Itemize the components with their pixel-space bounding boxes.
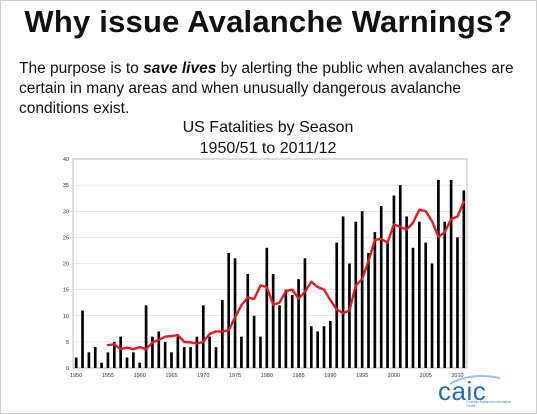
fatality-bar	[297, 279, 300, 368]
fatality-bar	[449, 179, 453, 368]
fatality-bar	[119, 336, 122, 368]
fatality-bar	[93, 347, 97, 368]
y-tick-label: 30	[63, 209, 69, 215]
y-tick-label: 15	[63, 288, 69, 294]
x-tick-label: 1950	[70, 373, 82, 379]
fatality-bar	[284, 289, 288, 368]
x-tick-label: 2000	[388, 373, 400, 379]
fatality-bar	[386, 242, 389, 368]
slide-title: Why issue Avalanche Warnings?	[24, 4, 513, 39]
y-tick-label: 25	[63, 235, 69, 241]
fatality-bar	[138, 362, 142, 368]
fatality-bar	[456, 237, 459, 368]
fatality-bar	[221, 300, 224, 368]
fatality-bar	[125, 357, 129, 368]
fatality-bar	[379, 206, 383, 368]
x-tick-label: 1970	[197, 373, 209, 379]
fatality-bar	[309, 326, 313, 368]
x-tick-label: 1975	[229, 373, 241, 379]
fatality-bar	[195, 336, 199, 368]
chart-title-block: US Fatalities by Season 1950/51 to 2011/…	[150, 117, 386, 159]
fatality-bar	[214, 347, 218, 368]
fatality-bar	[240, 336, 243, 368]
fatality-bar	[132, 352, 135, 368]
fatality-bar	[112, 341, 116, 368]
x-tick-label: 2010	[451, 373, 463, 379]
fatality-bar	[100, 362, 103, 368]
fatality-bar	[233, 258, 237, 368]
fatality-bar	[163, 341, 167, 368]
fatality-bar	[443, 221, 447, 368]
intro-text-start: The purpose is to	[19, 60, 144, 77]
y-tick-label: 20	[63, 262, 69, 268]
fatality-bar	[335, 242, 339, 368]
y-tick-label: 0	[66, 366, 69, 372]
x-tick-label: 1955	[102, 373, 114, 379]
fatality-bar	[398, 185, 402, 368]
x-tick-label: 1980	[261, 373, 273, 379]
fatality-bar	[170, 352, 173, 368]
plot-border	[72, 158, 468, 369]
fatality-bar	[151, 336, 154, 368]
fatality-bar	[354, 221, 358, 368]
fatality-bar	[303, 258, 307, 368]
fatality-bar	[271, 273, 275, 368]
chart-subtitle: 1950/51 to 2011/12	[199, 140, 337, 157]
x-tick-label: 1960	[134, 373, 146, 379]
fatality-bar	[424, 242, 428, 368]
fatality-bar	[290, 294, 294, 368]
fatality-bar	[360, 211, 364, 368]
fatality-bar	[392, 195, 396, 368]
fatality-bar	[106, 352, 110, 368]
fatality-bar	[348, 263, 351, 368]
y-tick-label: 5	[66, 340, 69, 346]
fatality-bar	[189, 347, 192, 368]
fatality-bar	[316, 331, 319, 368]
fatality-bar	[265, 247, 269, 368]
intro-emphasis: save lives	[143, 60, 217, 77]
x-tick-label: 1965	[165, 373, 177, 379]
intro-paragraph: The purpose is to save lives by alerting…	[19, 59, 524, 119]
x-tick-label: 1990	[324, 373, 336, 379]
x-tick-label: 2005	[420, 373, 432, 379]
fatality-bar	[278, 305, 281, 368]
chart-title: US Fatalities by Season	[182, 119, 354, 136]
fatality-bar	[201, 305, 205, 368]
fatality-bar	[405, 216, 408, 368]
fatality-bar	[367, 253, 370, 368]
fatality-bar	[462, 190, 466, 368]
fatality-bar	[430, 263, 434, 368]
y-tick-label: 10	[63, 314, 69, 320]
fatality-bar	[227, 253, 231, 368]
fatality-bar	[411, 247, 415, 368]
fatality-bar	[246, 273, 250, 368]
fatality-bar	[87, 352, 91, 368]
fatality-bar	[329, 320, 332, 368]
fatality-bar	[74, 357, 78, 368]
fatality-bar	[341, 216, 345, 368]
trend-line	[106, 200, 466, 351]
fatality-bar	[182, 347, 186, 368]
fatality-bar	[252, 315, 256, 368]
fatality-bar	[322, 326, 326, 368]
x-tick-label: 1995	[356, 373, 368, 379]
fatality-bar	[259, 336, 262, 368]
y-tick-label: 40	[63, 157, 69, 163]
caic-logo-swoosh	[449, 375, 501, 385]
fatality-bar	[418, 221, 421, 368]
fatality-bar	[176, 336, 180, 368]
fatality-bar	[157, 331, 161, 368]
caic-logo-subtitle: Colorado Avalanche Information Center	[466, 400, 512, 408]
y-tick-label: 35	[63, 183, 69, 189]
fatality-bar	[437, 179, 440, 368]
fatality-bar	[144, 305, 148, 368]
fatality-bar	[81, 310, 84, 368]
x-tick-label: 1985	[292, 373, 304, 379]
fatality-bar	[373, 232, 377, 368]
caic-logo-text: caic	[438, 376, 487, 406]
fatality-bar	[208, 336, 211, 368]
intro-text-end: by alerting the public when avalanches a…	[19, 60, 514, 117]
